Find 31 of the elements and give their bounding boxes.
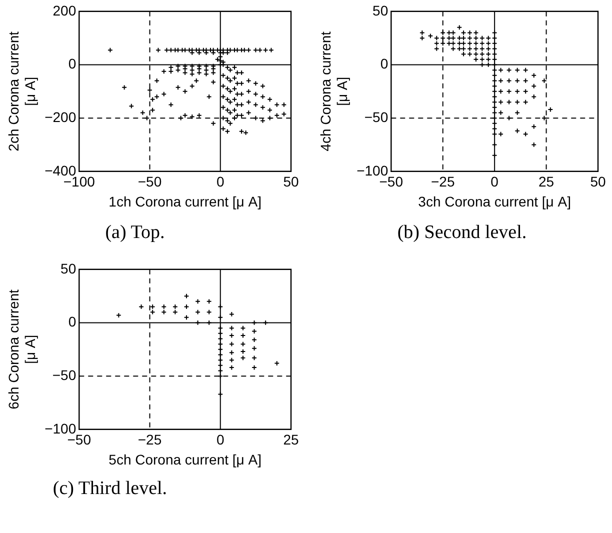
x-tick-label: 25 <box>283 432 299 448</box>
x-tick-label: 0 <box>490 174 499 190</box>
y-axis-title: 4ch Corona current [μ A] <box>317 31 350 152</box>
x-tick-label: −25 <box>430 174 455 190</box>
x-tick-label: 50 <box>283 174 299 190</box>
y-tick-label: −50 <box>364 108 388 125</box>
y-tick-label: 50 <box>372 2 388 18</box>
x-axis-title: 5ch Corona current [μ A] <box>108 451 262 468</box>
y-tick-label: −400 <box>44 162 76 178</box>
y-tick-label: 50 <box>60 260 76 276</box>
x-axis-title: 3ch Corona current [μ A] <box>418 193 571 210</box>
x-tick-label: 0 <box>216 432 224 448</box>
y-axis-title: 2ch Corona current [μ A] <box>5 31 38 152</box>
y-tick-label: 0 <box>68 56 76 72</box>
y-tick-label: −100 <box>356 162 388 178</box>
x-tick-label: −25 <box>138 432 162 448</box>
y-tick-label: 0 <box>380 56 388 72</box>
x-axis-title: 1ch Corona current [μ A] <box>108 193 262 210</box>
text: (b) Second level. <box>396 222 528 244</box>
x-tick-label: 50 <box>590 174 606 190</box>
x-tick-label: 25 <box>538 174 554 190</box>
y-tick-label: 200 <box>52 2 76 18</box>
x-tick-label: −50 <box>138 174 162 190</box>
text: (c) Third level. <box>52 478 168 500</box>
y-tick-label: −100 <box>44 420 76 436</box>
y-tick-label: −50 <box>52 366 76 383</box>
y-tick-label: −200 <box>44 108 76 125</box>
y-tick-label: 0 <box>68 314 76 330</box>
x-tick-label: 0 <box>216 174 224 190</box>
y-axis-title: 6ch Corona current [μ A] <box>5 289 38 410</box>
text: (a) Top. <box>104 222 166 244</box>
